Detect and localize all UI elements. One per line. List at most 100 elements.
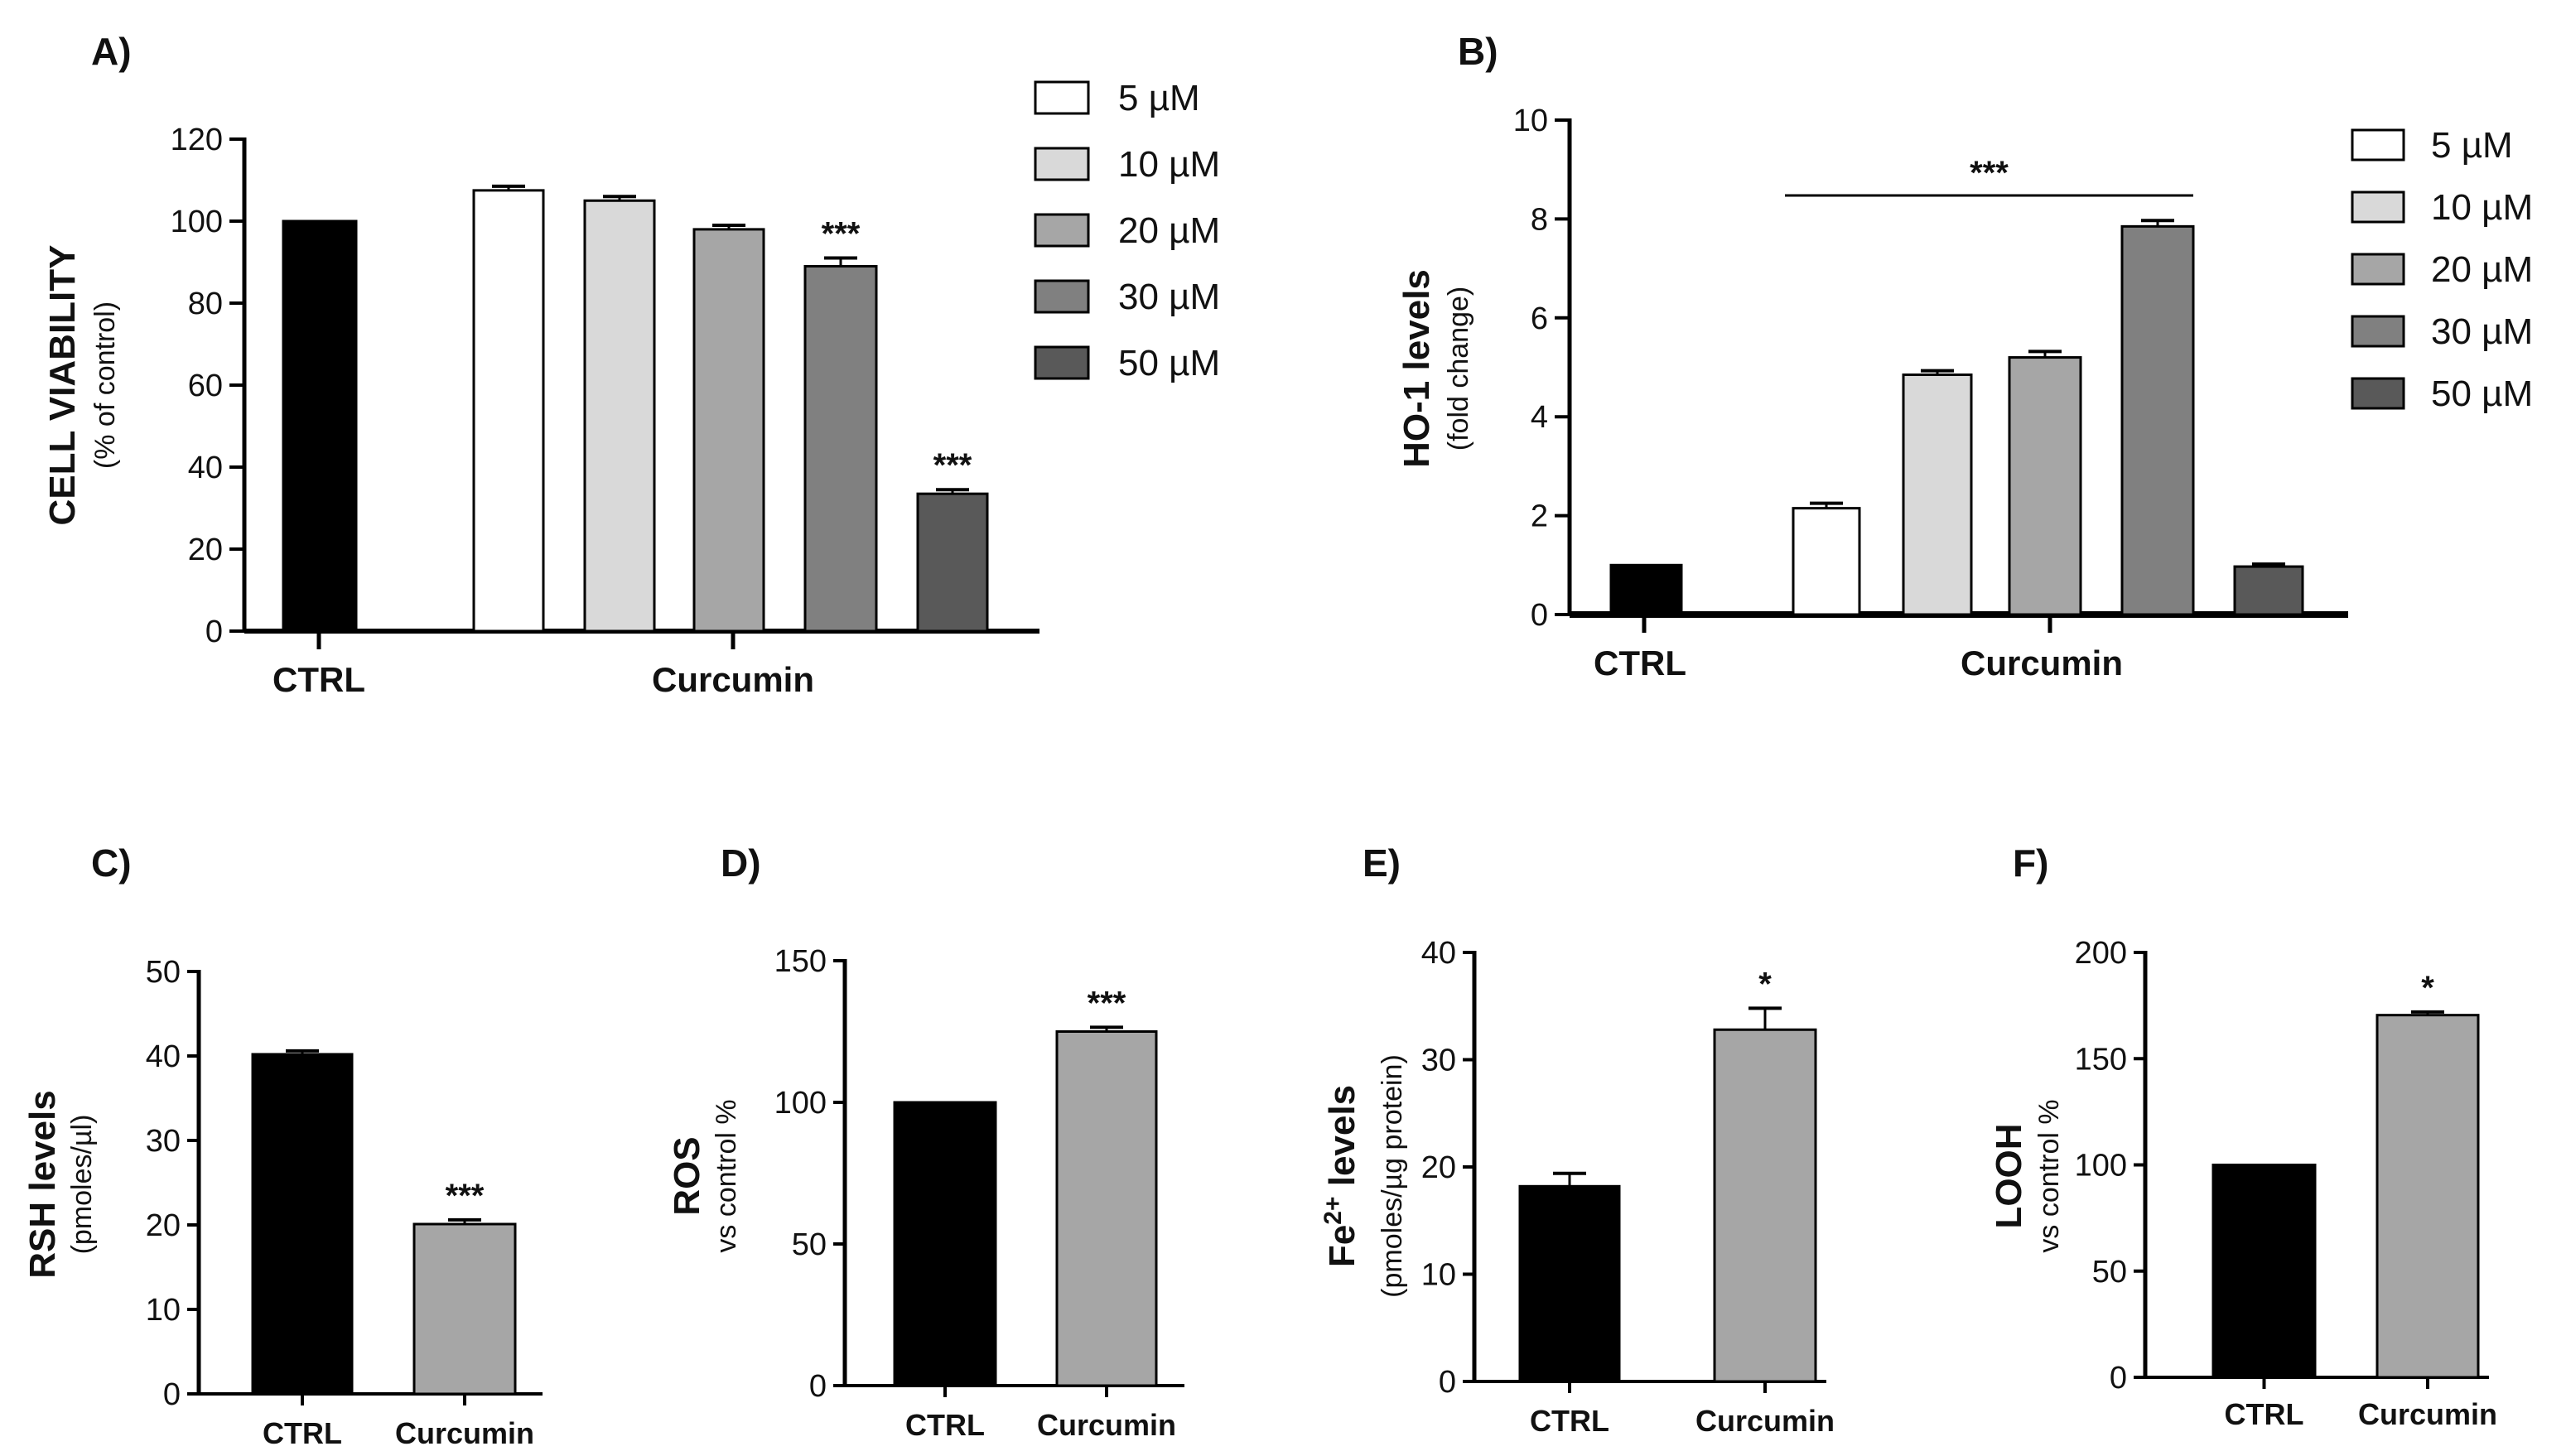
y-axis-subtitle: (pmoles/µg protein) [1377,1054,1408,1298]
panel-label: C) [91,841,132,885]
panel-b-ho1-levels: B) 0 2 4 6 8 10 HO-1 levels (fold change) CTRL Cur… [1396,30,2533,682]
bar-0 [893,1101,997,1387]
bar-0 [251,1053,354,1396]
x-category-label: Curcumin [2358,1397,2497,1431]
y-tick-label: 4 [1531,400,1548,435]
y-tick-label: 50 [792,1227,827,1262]
bar-2 [1902,373,1973,616]
legend-swatch [2351,128,2405,162]
y-tick-label: 6 [1531,301,1548,336]
legend-swatch [1034,80,1090,115]
significance-marker: *** [1088,985,1126,1021]
y-axis-subtitle: (% of control) [89,301,121,469]
panel-f-looh: F) 0 50 100 150 200 LOOH vs control % * CTRL Curcu… [1989,841,2497,1431]
y-tick-label: 100 [171,205,223,239]
legend-swatch [2351,377,2405,410]
y-tick-label: 200 [2075,936,2127,971]
legend-label: 20 µM [2431,249,2533,290]
y-tick-label: 0 [1531,598,1548,633]
bar-2 [583,199,656,633]
bar-5 [916,492,989,633]
bar-0 [1609,563,1683,616]
legend-swatch [2351,253,2405,286]
significance-marker: *** [822,216,861,253]
y-tick-label: 40 [1421,936,1456,971]
x-category-label: Curcumin [395,1416,534,1450]
bar-3 [692,228,765,633]
x-group-label: Curcumin [652,660,814,699]
legend-label: 5 µM [2431,125,2513,166]
y-tick-label: 120 [171,123,223,157]
y-axis-title-superscript: 2+ [1319,1196,1347,1224]
y-axis-title: CELL VIABILITY [42,245,83,526]
panel-e-fe2-levels: E) 0 10 20 30 40 Fe2+ levels (pmoles/µg protein… [1319,841,1835,1438]
y-tick-label: 40 [188,451,223,485]
x-group-label: CTRL [273,660,365,699]
bar-1 [472,189,545,633]
bar-0 [282,219,358,633]
y-tick-label: 50 [146,955,181,990]
panel-label: D) [721,841,761,885]
significance-marker: *** [446,1178,485,1214]
y-axis-title: HO-1 levels [1396,269,1437,468]
panel-label: E) [1363,841,1401,885]
y-tick-label: 8 [1531,202,1548,237]
y-axis-title: RSH levels [22,1090,63,1278]
legend-swatch [1034,345,1090,380]
y-tick-label: 0 [205,615,223,649]
y-tick-label: 20 [1421,1150,1456,1185]
y-tick-label: 40 [146,1039,181,1074]
legend: 5 µM 10 µM 20 µM 30 µM 50 µM [2351,125,2533,414]
y-tick-label: 0 [1439,1365,1456,1400]
x-category-label: CTRL [263,1416,342,1450]
bar-1 [2375,1014,2480,1379]
y-tick-label: 0 [2110,1361,2127,1396]
x-category-label: CTRL [1530,1404,1609,1438]
significance-marker: *** [933,447,972,484]
bar-4 [2120,224,2195,616]
y-tick-label: 2 [1531,499,1548,534]
y-tick-label: 60 [188,369,223,403]
y-tick-label: 0 [809,1369,827,1404]
x-category-label: Curcumin [1037,1408,1176,1442]
significance-marker: * [1758,966,1772,1002]
y-tick-label: 80 [188,287,223,321]
bar-1 [412,1222,517,1396]
panel-label: B) [1458,30,1498,73]
y-axis-subtitle: vs control % [2033,1099,2065,1252]
y-tick-label: 100 [2075,1149,2127,1184]
x-category-label: Curcumin [1695,1404,1835,1438]
panel-a-cell-viability: A) 0 20 40 60 80 100 120 CELL VIABILITY (% of con… [42,30,1220,699]
bar-0 [2211,1164,2317,1379]
y-axis-title-main: Fe [1322,1225,1363,1267]
legend-swatch [1034,147,1090,181]
bar-3 [2008,356,2082,616]
panel-label: F) [2013,841,2048,885]
y-tick-label: 20 [188,533,223,567]
x-category-label: CTRL [905,1408,985,1442]
y-axis-subtitle: (pmoles/µl) [66,1115,98,1255]
legend-swatch [1034,279,1090,314]
bar-1 [1792,507,1861,616]
y-tick-label: 20 [146,1208,181,1243]
y-tick-label: 30 [1421,1044,1456,1078]
y-axis-title: Fe2+ levels [1319,1085,1363,1267]
legend: 5 µM 10 µM 20 µM 30 µM 50 µM [1034,78,1220,383]
significance-marker: *** [1970,155,2009,191]
x-category-label: CTRL [2225,1397,2304,1431]
y-tick-label: 50 [2092,1255,2127,1290]
bar-0 [1518,1184,1621,1383]
y-axis-subtitle: (fold change) [1443,287,1474,451]
y-axis-title: ROS [667,1136,707,1215]
significance-marker: * [2421,970,2434,1006]
y-tick-label: 10 [1513,104,1548,138]
legend-label: 10 µM [1118,144,1220,185]
y-tick-label: 0 [163,1377,181,1412]
legend-label: 5 µM [1118,78,1200,118]
x-group-label: CTRL [1594,644,1686,682]
legend-label: 10 µM [2431,187,2533,228]
y-axis-subtitle: vs control % [711,1099,742,1252]
bar-1 [1713,1028,1817,1383]
bar-5 [2233,565,2304,616]
y-tick-label: 10 [146,1293,181,1328]
